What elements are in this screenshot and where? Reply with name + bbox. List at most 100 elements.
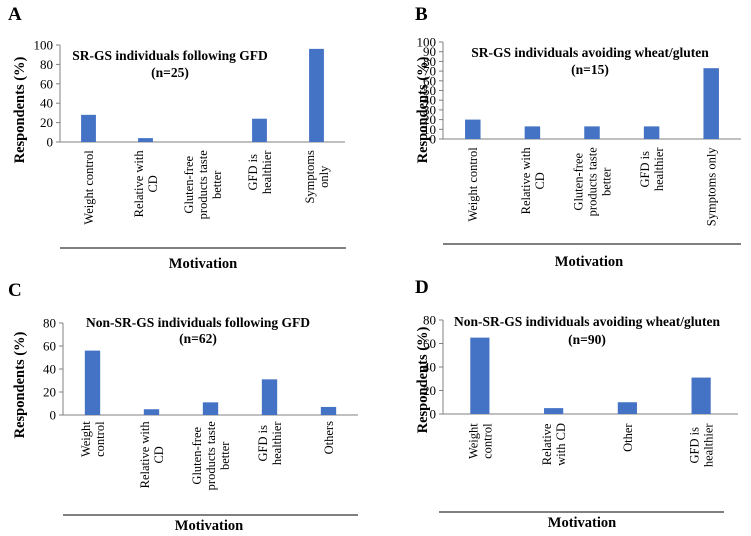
x-tick-label: GFD ishealthier: [256, 421, 284, 466]
y-tick-label: 10: [423, 122, 436, 137]
y-tick-label: 0: [430, 132, 437, 147]
y-tick-label: 40: [423, 93, 436, 108]
x-axis-title: Motivation: [555, 254, 623, 270]
x-tick-label: Relative withCD: [138, 421, 166, 489]
x-tick-label: GFD ishealthier: [246, 150, 274, 195]
y-tick-label: 80: [423, 313, 436, 328]
bar-1: [544, 408, 564, 414]
x-tick-label-line: GFD is: [246, 154, 260, 191]
x-tick-label-line: with CD: [554, 423, 568, 466]
x-tick-label-line: better: [210, 170, 224, 199]
x-tick-label: Weight control: [466, 147, 480, 222]
bar-3: [261, 379, 278, 415]
bar-0: [81, 114, 96, 142]
y-tick-label: 60: [40, 76, 53, 91]
x-tick-label-line: Weight: [466, 423, 480, 459]
x-tick-label: Weightcontrol: [466, 423, 494, 459]
chart-title: Non-SR-GS individuals avoiding wheat/glu…: [454, 314, 720, 329]
y-tick-label: 100: [417, 35, 437, 50]
x-tick-label-line: GFD is: [256, 425, 270, 462]
x-tick-label-line: Relative: [540, 423, 554, 465]
x-tick-label-line: Weight control: [82, 150, 96, 225]
x-tick-label-line: GFD is: [687, 427, 701, 464]
x-tick-label-line: healthier: [270, 421, 284, 466]
panel-label: A: [8, 4, 22, 25]
bar-0: [470, 337, 490, 414]
x-tick-label: Symptomsonly: [303, 150, 331, 204]
y-axis-title: Respondents (%): [12, 331, 28, 438]
x-tick-label: Relativewith CD: [540, 423, 568, 466]
bar-2: [584, 126, 600, 139]
y-tick-label: 80: [40, 57, 53, 72]
y-tick-label: 20: [43, 385, 56, 400]
chart-subtitle: (n=15): [571, 62, 609, 77]
y-tick-label: 80: [43, 316, 56, 331]
y-tick-label: 40: [43, 362, 56, 377]
x-tick-label-line: products taste: [585, 147, 599, 217]
x-tick-label: Weight control: [82, 150, 96, 225]
bar-4: [320, 406, 337, 415]
bar-1: [138, 138, 153, 142]
bar-2: [617, 402, 637, 414]
x-tick-label: Gluten-freeproducts tastebetter: [190, 421, 232, 491]
bar-4: [703, 68, 719, 139]
y-tick-label: 20: [423, 383, 436, 398]
x-tick-label-line: Gluten-free: [190, 427, 204, 485]
chart-title: Non-SR-GS individuals following GFD: [86, 315, 310, 330]
x-tick-label-line: Others: [322, 421, 336, 454]
chart-subtitle: (n=90): [568, 332, 606, 347]
bar-3: [643, 126, 660, 139]
x-tick-label-line: better: [599, 167, 613, 196]
x-tick-label: Weightcontrol: [79, 421, 107, 457]
x-tick-label-line: Weight control: [466, 147, 480, 222]
x-axis-title: Motivation: [175, 518, 243, 534]
x-axis-title: Motivation: [548, 515, 616, 531]
y-axis-title: Respondents (%): [415, 56, 431, 163]
x-tick-label: Other: [621, 423, 635, 452]
x-tick-label: Gluten-freeproducts tastebetter: [571, 147, 613, 217]
x-tick-label-line: Relative with: [519, 147, 533, 215]
bar-0: [84, 350, 101, 415]
bar-3: [252, 118, 267, 142]
y-tick-label: 60: [43, 339, 56, 354]
x-tick-label-line: CD: [533, 172, 547, 189]
y-tick-label: 20: [40, 115, 53, 130]
x-tick-label: Gluten-freeproducts tastebetter: [182, 150, 224, 220]
y-tick-label: 20: [423, 112, 436, 127]
y-tick-label: 30: [423, 102, 436, 117]
x-tick-label-line: CD: [146, 175, 160, 192]
bar-1: [143, 409, 160, 415]
x-tick-label: Symptoms only: [705, 147, 719, 227]
x-tick-label-line: Other: [621, 423, 635, 452]
chart-panel-c: C 0 20 40 60 80 Respondents (%) Weightcontrol Re…: [8, 280, 358, 534]
bar-1: [524, 126, 541, 139]
x-tick-label: GFD ishealthier: [638, 147, 666, 192]
x-tick-label-line: Weight: [79, 421, 93, 457]
x-tick-label-line: Gluten-free: [571, 153, 585, 211]
y-tick-label: 50: [423, 83, 436, 98]
y-axis-title: Respondents (%): [415, 326, 431, 433]
x-tick-label-line: control: [93, 421, 107, 457]
chart-subtitle: (n=62): [179, 331, 217, 346]
x-tick-label: GFD ishealthier: [687, 423, 715, 468]
x-tick-label-line: only: [317, 165, 331, 188]
y-tick-label: 100: [34, 38, 54, 53]
y-tick-label: 0: [47, 135, 54, 150]
panel-label: C: [8, 280, 22, 301]
bar-4: [309, 48, 324, 142]
x-tick-label-line: products taste: [204, 421, 218, 491]
x-tick-label: Others: [322, 421, 336, 454]
x-axis-title: Motivation: [169, 256, 237, 272]
x-tick-label-line: healthier: [652, 147, 666, 192]
chart-title: SR-GS individuals avoiding wheat/gluten: [471, 45, 709, 60]
y-tick-label: 60: [423, 336, 436, 351]
y-tick-label: 0: [50, 408, 57, 423]
bar-3: [691, 377, 711, 414]
y-tick-label: 70: [423, 64, 436, 79]
y-tick-label: 90: [423, 44, 436, 59]
bar-2: [202, 402, 219, 415]
x-tick-label-line: better: [218, 441, 232, 470]
x-tick-label-line: Relative with: [138, 421, 152, 489]
